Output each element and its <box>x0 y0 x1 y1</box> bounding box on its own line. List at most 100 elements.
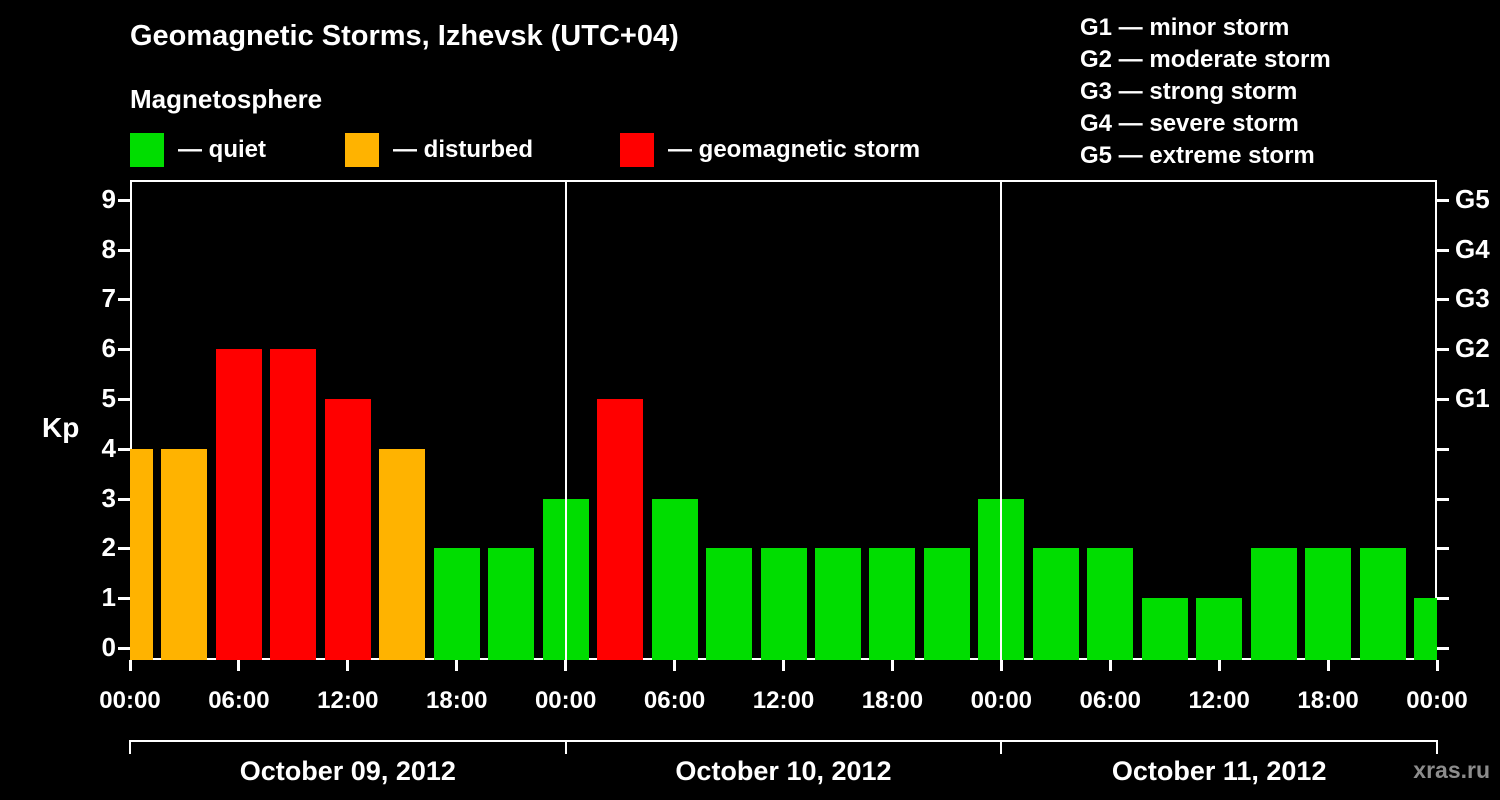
kp-bar-6h-storm <box>215 349 262 660</box>
storm-color-swatch <box>620 133 654 167</box>
y-axis-tick-left <box>118 348 130 352</box>
watermark: xras.ru <box>1413 757 1490 783</box>
y-axis-tick-left <box>118 198 130 202</box>
x-axis-tick <box>1435 660 1439 671</box>
x-axis-time-label: 12:00 <box>1188 687 1250 714</box>
kp-bar-39h-quiet <box>814 548 861 660</box>
x-axis-tick <box>782 660 785 671</box>
g5-legend-line: G5 — extreme storm <box>1080 142 1315 169</box>
kp-bar-72h-quiet <box>1414 598 1437 660</box>
y-axis-tick-right <box>1437 248 1449 252</box>
magnetosphere-label: Magnetosphere <box>130 84 323 114</box>
y-axis-tick-right <box>1437 398 1449 401</box>
g4-legend-line: G4 — severe storm <box>1080 110 1299 137</box>
x-axis-time-label: 06:00 <box>643 687 706 714</box>
x-axis-time-label: 00:00 <box>970 687 1033 714</box>
disturbed-color-swatch <box>345 133 379 167</box>
kp-bar-57h-quiet <box>1141 598 1188 660</box>
y-axis-tick-right <box>1437 597 1449 601</box>
x-axis-time-label: 18:00 <box>1297 687 1359 714</box>
kp-bar-69h-quiet <box>1359 548 1406 660</box>
chart-title: Geomagnetic Storms, Izhevsk (UTC+04) <box>130 20 679 52</box>
y-axis-tick-left <box>118 298 130 302</box>
x-axis-time-label: 18:00 <box>426 687 488 714</box>
date-label: October 09, 2012 <box>239 756 456 786</box>
storm-scale-legend: G1 — minor storm G2 — moderate storm G3 … <box>1080 12 1331 172</box>
kp-bar-18h-quiet <box>433 548 480 660</box>
y-axis-tick-right <box>1437 447 1449 451</box>
kp-bar-45h-quiet <box>923 548 970 660</box>
x-axis-tick <box>1108 660 1112 671</box>
y-axis-label-5: 5 <box>101 383 116 413</box>
g1-legend-line: G1 — minor storm <box>1080 14 1290 41</box>
y-axis-label-0: 0 <box>101 632 116 662</box>
x-axis-tick <box>564 660 568 671</box>
legend-item-storm: — geomagnetic storm <box>620 132 920 168</box>
x-axis-time-label: 06:00 <box>208 687 270 714</box>
x-axis-tick <box>673 660 677 671</box>
storm-label: — geomagnetic storm <box>668 136 921 163</box>
date-label: October 10, 2012 <box>675 756 892 786</box>
kp-bar-51h-quiet <box>1032 548 1079 660</box>
g-scale-label-G2: G2 <box>1455 333 1490 364</box>
x-axis-tick <box>1326 660 1330 671</box>
x-axis-tick <box>890 660 894 671</box>
quiet-label: — quiet <box>178 136 266 163</box>
legend-item-quiet: — quiet <box>130 132 266 168</box>
kp-bar-33h-quiet <box>706 548 753 660</box>
y-axis-label-7: 7 <box>101 283 116 314</box>
y-axis-tick-left <box>118 597 130 601</box>
kp-bar-15h-disturbed <box>379 448 426 660</box>
x-axis-time-label: 00:00 <box>534 687 597 714</box>
x-axis-time-label: 00:00 <box>1406 687 1468 714</box>
date-axis-boundary-tick <box>129 740 131 754</box>
kp-bar-27h-storm <box>597 399 644 660</box>
y-axis-label-8: 8 <box>101 233 116 264</box>
y-axis-tick-left <box>118 398 130 401</box>
x-axis-time-label: 00:00 <box>99 687 161 714</box>
date-label: October 11, 2012 <box>1111 756 1327 786</box>
day-divider-line <box>564 180 567 660</box>
y-axis-label-3: 3 <box>101 482 116 513</box>
y-axis-tick-right <box>1437 547 1449 551</box>
y-axis-tick-right <box>1437 348 1449 352</box>
y-axis-tick-left <box>118 447 130 451</box>
y-axis-tick-left <box>118 248 130 252</box>
kp-bar-3h-disturbed <box>161 448 208 660</box>
y-axis-tick-right <box>1437 198 1449 202</box>
y-axis-tick-right <box>1437 298 1449 302</box>
g-scale-label-G1: G1 <box>1455 383 1490 413</box>
x-axis-tick <box>1217 660 1221 671</box>
x-axis-time-label: 18:00 <box>861 687 924 714</box>
y-axis-label-4: 4 <box>101 432 116 463</box>
kp-bar-0h-disturbed <box>130 448 153 660</box>
x-axis-time-label: 12:00 <box>752 687 815 714</box>
y-axis-tick-left <box>118 497 130 501</box>
kp-bar-66h-quiet <box>1305 548 1352 660</box>
y-axis-tick-left <box>118 547 130 551</box>
date-axis-boundary-tick <box>564 740 567 754</box>
y-axis-label-9: 9 <box>101 183 116 214</box>
kp-bar-21h-quiet <box>488 548 535 660</box>
g-scale-label-G4: G4 <box>1455 233 1490 264</box>
disturbed-label: — disturbed <box>393 136 534 163</box>
kp-bar-60h-quiet <box>1196 598 1243 660</box>
kp-bar-36h-quiet <box>760 548 807 660</box>
x-axis-tick <box>346 660 350 671</box>
y-axis-title: Kp <box>42 412 80 443</box>
kp-bar-12h-storm <box>324 399 371 660</box>
date-axis-boundary-tick <box>1000 740 1003 754</box>
kp-bar-9h-storm <box>270 349 317 660</box>
kp-bar-30h-quiet <box>651 498 698 660</box>
day-divider-line <box>1000 180 1003 660</box>
x-axis-tick <box>237 660 241 671</box>
x-axis-tick <box>455 660 459 671</box>
date-axis-line <box>130 740 1437 742</box>
kp-bar-54h-quiet <box>1087 548 1134 660</box>
y-axis-tick-right <box>1437 647 1449 650</box>
quiet-color-swatch <box>130 133 164 167</box>
kp-bar-42h-quiet <box>869 548 916 660</box>
y-axis-label-6: 6 <box>101 333 116 364</box>
y-axis-label-2: 2 <box>101 532 116 563</box>
